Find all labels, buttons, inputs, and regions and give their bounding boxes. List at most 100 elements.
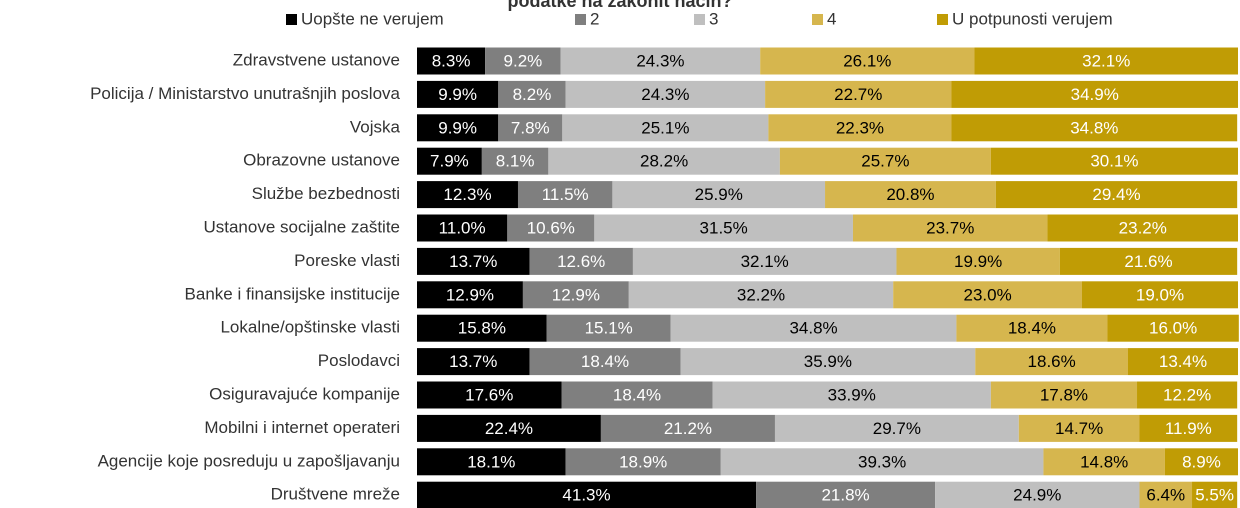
data-label: 34.8% [789,319,837,338]
data-label: 12.2% [1163,385,1211,404]
bar-segment [507,214,595,242]
data-label: 7.9% [430,152,469,171]
data-label: 18.1% [467,452,515,471]
data-label: 24.3% [641,85,689,104]
bar-segment [522,281,629,309]
data-label: 11.5% [542,185,589,204]
bar-segment [1139,481,1193,508]
data-label: 9.9% [438,85,477,104]
data-label: 24.3% [636,51,684,70]
category-label: Ustanove socijalne zaštite [203,217,400,236]
data-label: 19.0% [1136,285,1184,304]
bar-segment [417,114,499,142]
bar-segment [852,214,1048,242]
bar-segment [417,381,562,409]
bar-segment [517,181,613,209]
category-label: Policija / Ministarstvo unutrašnjih posl… [90,84,400,103]
bar-segment [720,448,1044,476]
bar-segment [417,481,757,508]
bar-segment [612,181,826,209]
bar-segment [1018,414,1140,442]
data-label: 15.1% [585,319,633,338]
data-label: 26.1% [843,51,891,70]
bar-segment [995,181,1238,209]
data-label: 18.9% [619,452,667,471]
bar-segment [1059,247,1238,275]
data-label: 20.8% [886,185,934,204]
bar-segment [990,381,1138,409]
bar-segment [765,80,952,108]
legend-label: U potpunosti verujem [952,9,1113,28]
data-label: 17.8% [1040,385,1088,404]
bar-segment [1043,448,1165,476]
data-label: 14.8% [1080,452,1128,471]
category-label: Poslodavci [318,351,400,370]
legend-swatch [937,14,948,25]
bar-segment [1164,448,1238,476]
bar-segment [417,314,547,342]
bar-segment [975,348,1128,376]
data-label: 15.8% [458,319,506,338]
data-label: 17.6% [465,385,513,404]
bar-segment [974,47,1238,75]
data-label: 22.4% [485,419,533,438]
bar-segment [1127,348,1238,376]
legend-swatch [575,14,586,25]
data-label: 7.8% [511,118,550,137]
data-label: 32.2% [737,285,785,304]
category-label: Banke i finansijske institucije [185,284,400,303]
bar-segment [951,80,1238,108]
legend-swatch [694,14,705,25]
data-label: 34.8% [1070,118,1118,137]
category-label: Zdravstvene ustanove [233,50,400,69]
legend-label: 4 [827,9,836,28]
bar-segment [417,181,518,209]
data-label: 41.3% [562,486,610,505]
data-label: 21.6% [1124,252,1172,271]
data-label: 13.7% [449,252,497,271]
data-label: 9.9% [438,118,477,137]
bar-segment [1192,481,1238,508]
bar-segment [893,281,1083,309]
data-label: 10.6% [527,218,575,237]
category-label: Lokalne/opštinske vlasti [220,318,400,337]
data-label: 18.4% [1008,319,1056,338]
data-label: 32.1% [1082,51,1130,70]
bar-segment [561,381,713,409]
bar-segment [670,314,957,342]
bar-segment [546,314,671,342]
bar-segment [1137,381,1238,409]
data-label: 13.4% [1159,352,1207,371]
bar-segment [417,414,601,442]
data-label: 13.7% [449,352,497,371]
bar-segment [562,114,769,142]
category-label: Mobilni i internet operateri [204,418,400,437]
data-label: 31.5% [700,218,748,237]
category-label: Obrazovne ustanove [243,151,400,170]
bar-segment [756,481,936,508]
bar-segment [760,47,975,75]
category-label: Osiguravajuće kompanije [209,384,400,403]
data-label: 34.9% [1071,85,1119,104]
data-label: 39.3% [858,452,906,471]
bar-segment [1082,281,1238,309]
bar-segment [956,314,1108,342]
data-label: 23.7% [926,218,974,237]
data-label: 8.9% [1182,452,1221,471]
category-label: Službe bezbednosti [252,184,400,203]
legend-label: Uopšte ne verujem [301,9,444,28]
bar-segment [529,247,633,275]
data-label: 5.5% [1195,486,1234,505]
category-label: Agencije koje posreduju u zapošljavanju [98,451,400,470]
data-label: 12.9% [552,285,600,304]
bar-segment [935,481,1140,508]
bar-segment [712,381,991,409]
data-label: 25.9% [695,185,743,204]
category-label: Poreske vlasti [294,251,400,270]
bar-segment [1047,214,1238,242]
bar-segment [680,348,976,376]
bar-segment [628,281,894,309]
bar-segment [417,47,486,75]
data-label: 29.4% [1092,185,1140,204]
bar-segment [548,147,780,175]
